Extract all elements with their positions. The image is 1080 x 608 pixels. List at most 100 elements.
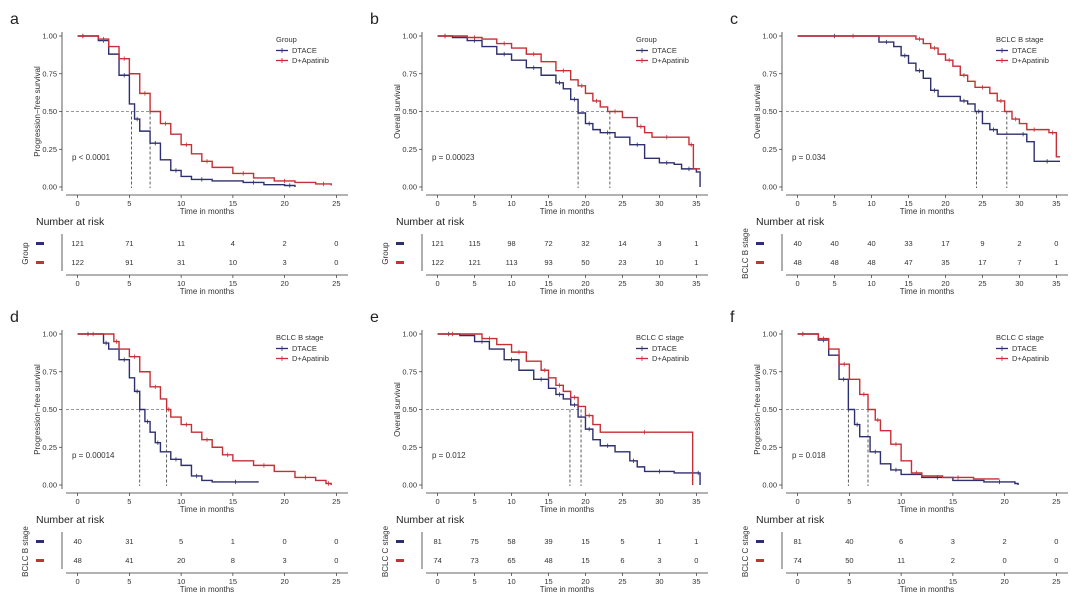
legend-title: Group: [276, 35, 297, 44]
y-tick-label: 0.25: [762, 145, 777, 154]
y-tick-label: 0.25: [42, 145, 57, 154]
risk-x-tick-label: 15: [229, 279, 237, 288]
x-tick-label: 10: [507, 199, 515, 208]
panel-c: c0.000.250.500.751.000 5 10 15 20 25 30 35Time …: [730, 11, 1068, 296]
y-axis-label: Overall survival: [393, 382, 402, 437]
risk-count: 1: [694, 258, 698, 267]
x-tick-label: 35: [1052, 199, 1060, 208]
x-tick-label: 10: [177, 497, 185, 506]
x-tick-label: 25: [618, 497, 626, 506]
risk-count: 5: [179, 537, 183, 546]
y-tick-label: 0.75: [762, 367, 777, 376]
panel-e: e0.000.250.500.751.000 5 10 15 20 25 30 35Time …: [370, 309, 708, 594]
risk-x-tick-label: 10: [177, 577, 185, 586]
y-tick-label: 0.00: [762, 183, 777, 192]
risk-strata-label: BCLC C stage: [741, 525, 750, 577]
risk-count: 17: [978, 258, 986, 267]
y-tick-label: 0.25: [762, 443, 777, 452]
y-axis-label: Progression−free survival: [753, 364, 762, 455]
risk-count: 113: [506, 258, 518, 267]
risk-table-title: Number at risk: [36, 216, 105, 228]
x-axis-label: Time in months: [180, 505, 234, 514]
risk-strata-bar-dtace: [756, 242, 764, 245]
panel-letter: a: [10, 11, 19, 28]
risk-strata-label: BCLC B stage: [21, 526, 30, 577]
risk-table-title: Number at risk: [756, 216, 825, 228]
km-curve-dtace: [437, 35, 701, 187]
legend-entry: DTACE: [292, 344, 317, 353]
risk-strata-bar-dtace: [756, 540, 764, 543]
km-curve-apatinib: [77, 35, 332, 186]
x-tick-label: 0: [76, 497, 80, 506]
risk-count: 81: [793, 537, 801, 546]
risk-strata-bar-apatinib: [396, 261, 404, 264]
risk-x-axis-label: Time in months: [180, 585, 234, 594]
risk-count: 93: [544, 258, 552, 267]
risk-x-tick-label: 35: [692, 279, 700, 288]
y-tick-label: 0.00: [402, 481, 417, 490]
x-tick-label: 20: [581, 497, 589, 506]
risk-count: 10: [655, 258, 663, 267]
risk-count: 31: [177, 258, 185, 267]
risk-strata-label: Group: [381, 242, 390, 265]
risk-count: 0: [334, 239, 338, 248]
risk-x-tick-label: 10: [507, 577, 515, 586]
risk-x-tick-label: 15: [229, 577, 237, 586]
y-tick-label: 0.50: [402, 107, 417, 116]
km-curve-apatinib: [77, 333, 332, 485]
risk-count: 122: [431, 258, 444, 267]
legend-title: BCLC B stage: [996, 35, 1044, 44]
km-curve-dtace: [797, 333, 1019, 485]
x-axis-label: Time in months: [900, 207, 954, 216]
x-tick-label: 20: [280, 497, 288, 506]
risk-x-tick-label: 10: [177, 279, 185, 288]
risk-count: 121: [431, 239, 444, 248]
km-curve-apatinib: [437, 35, 701, 170]
risk-count: 23: [618, 258, 626, 267]
risk-strata-bar-apatinib: [396, 559, 404, 562]
legend-entry: D+Apatinib: [652, 56, 689, 65]
risk-x-tick-label: 5: [847, 577, 851, 586]
risk-x-axis-label: Time in months: [540, 585, 594, 594]
risk-count: 81: [433, 537, 441, 546]
risk-count: 14: [618, 239, 626, 248]
risk-x-tick-label: 5: [127, 279, 131, 288]
p-value: p < 0.0001: [72, 153, 111, 162]
risk-strata-bar-apatinib: [756, 261, 764, 264]
risk-x-axis-label: Time in months: [900, 585, 954, 594]
x-tick-label: 25: [1052, 497, 1060, 506]
y-tick-label: 0.50: [762, 405, 777, 414]
risk-x-tick-label: 10: [897, 577, 905, 586]
x-tick-label: 15: [229, 199, 237, 208]
x-tick-label: 10: [507, 497, 515, 506]
y-tick-label: 1.00: [42, 330, 57, 339]
risk-x-tick-label: 35: [692, 577, 700, 586]
risk-x-tick-label: 25: [1052, 577, 1060, 586]
y-tick-label: 0.75: [402, 69, 417, 78]
risk-count: 48: [544, 556, 552, 565]
risk-strata-label: BCLC C stage: [381, 525, 390, 577]
risk-x-tick-label: 20: [941, 279, 949, 288]
x-axis-label: Time in months: [180, 207, 234, 216]
risk-count: 1: [657, 537, 661, 546]
panel-letter: e: [370, 309, 379, 326]
risk-x-tick-label: 25: [332, 577, 340, 586]
risk-x-tick-label: 25: [978, 279, 986, 288]
risk-table-title: Number at risk: [756, 514, 825, 526]
x-tick-label: 0: [796, 497, 800, 506]
legend-title: BCLC C stage: [996, 333, 1044, 342]
risk-count: 11: [177, 239, 185, 248]
y-axis-label: Progression−free survival: [33, 66, 42, 157]
x-tick-label: 35: [692, 199, 700, 208]
risk-count: 40: [830, 239, 838, 248]
km-curve-apatinib: [437, 333, 694, 485]
risk-strata-label: BCLC B stage: [741, 228, 750, 279]
y-tick-label: 0.75: [762, 69, 777, 78]
x-tick-label: 10: [867, 199, 875, 208]
risk-count: 5: [620, 537, 624, 546]
risk-count: 40: [73, 537, 81, 546]
risk-count: 48: [793, 258, 801, 267]
risk-x-tick-label: 20: [280, 577, 288, 586]
